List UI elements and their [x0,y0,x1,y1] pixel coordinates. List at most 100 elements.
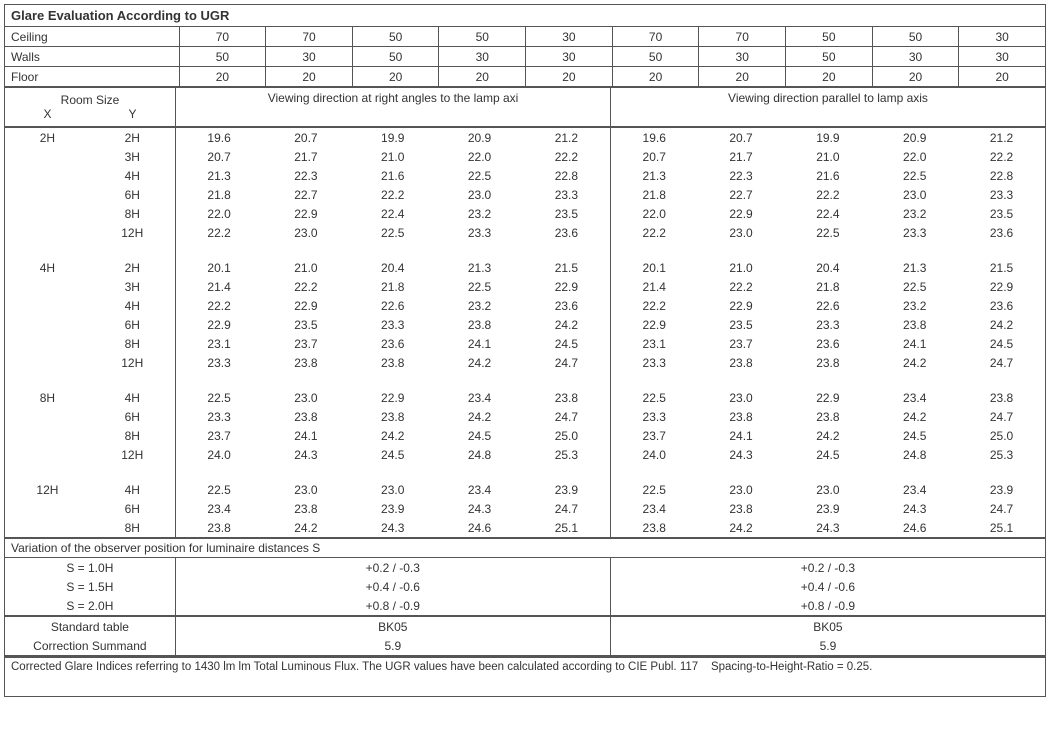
ugr-table: Glare Evaluation According to UGR Ceilin… [4,4,1046,697]
data-cell: 22.5 [175,388,262,407]
data-cell: 24.3 [871,499,958,518]
data-cell: 23.7 [175,426,262,445]
y-cell: 8H [90,334,175,353]
data-cell: 23.8 [349,407,436,426]
y-cell: 2H [90,258,175,277]
header-value: 30 [959,27,1045,47]
data-cell: 23.8 [784,353,871,372]
data-cell: 25.3 [958,445,1045,464]
corr-label: Correction Summand [5,636,175,656]
data-cell: 23.2 [436,204,523,223]
data-cell: 24.3 [349,518,436,538]
data-cell: 24.7 [958,499,1045,518]
data-cell: 22.5 [436,277,523,296]
data-cell: 22.3 [698,166,785,185]
header-value: 20 [526,67,613,88]
data-cell: 21.6 [784,166,871,185]
std-table-left: BK05 [175,617,610,636]
data-cell: 20.7 [262,128,349,147]
data-cell: 24.2 [698,518,785,538]
x-cell [5,315,90,334]
data-cell: 20.7 [610,147,697,166]
data-cell: 24.0 [175,445,262,464]
data-cell: 21.8 [610,185,697,204]
data-cell: 22.7 [698,185,785,204]
data-cell: 23.8 [871,315,958,334]
data-cell: 24.5 [871,426,958,445]
header-value: 30 [959,47,1045,67]
x-cell [5,147,90,166]
data-cell: 20.9 [871,128,958,147]
data-cell: 21.8 [175,185,262,204]
data-cell: 23.3 [871,223,958,242]
data-cell: 23.8 [175,518,262,538]
data-cell: 23.0 [698,388,785,407]
data-cell: 25.0 [523,426,610,445]
x-cell [5,277,90,296]
header-value: 20 [179,67,266,88]
data-cell: 23.4 [871,480,958,499]
data-cell: 23.7 [610,426,697,445]
data-cell: 21.3 [871,258,958,277]
header-value: 50 [179,47,266,67]
header-value: 50 [439,27,526,47]
header-value: 70 [699,27,786,47]
data-cell: 23.6 [349,334,436,353]
var-s: S = 2.0H [5,596,175,616]
footnote: Corrected Glare Indices referring to 143… [5,657,1045,676]
data-cell: 22.9 [958,277,1045,296]
var-right: +0.2 / -0.3 [610,558,1045,577]
data-cell: 24.8 [436,445,523,464]
data-cell: 25.0 [958,426,1045,445]
header-value: 20 [872,67,959,88]
x-cell [5,166,90,185]
data-cell: 23.0 [698,223,785,242]
data-cell: 21.4 [610,277,697,296]
y-cell: 3H [90,147,175,166]
data-cell: 22.8 [523,166,610,185]
data-cell: 25.3 [523,445,610,464]
data-cell: 22.2 [610,223,697,242]
data-cell: 23.7 [262,334,349,353]
y-cell: 6H [90,407,175,426]
variation-title: Variation of the observer position for l… [5,539,1045,558]
data-cell: 22.2 [610,296,697,315]
data-cell: 23.3 [784,315,871,334]
room-size-label: Room Size [5,93,175,107]
data-cell: 23.0 [262,388,349,407]
header-value: 20 [786,67,873,88]
data-cell: 22.2 [958,147,1045,166]
view-left: Viewing direction at right angles to the… [176,88,611,107]
data-cell: 24.5 [958,334,1045,353]
data-cell: 24.2 [958,315,1045,334]
data-cell: 23.8 [262,499,349,518]
var-left: +0.2 / -0.3 [175,558,610,577]
data-cell: 22.0 [175,204,262,223]
y-cell: 8H [90,426,175,445]
data-cell: 21.0 [262,258,349,277]
data-cell: 25.1 [523,518,610,538]
y-cell: 4H [90,388,175,407]
data-cell: 22.9 [610,315,697,334]
x-cell: 2H [5,128,90,147]
room-x: X [5,107,90,121]
data-cell: 24.7 [523,499,610,518]
data-cell: 21.5 [523,258,610,277]
data-cell: 24.2 [436,407,523,426]
y-cell: 8H [90,518,175,538]
x-cell [5,445,90,464]
header-value: 30 [526,27,613,47]
data-cell: 22.9 [349,388,436,407]
data-cell: 24.3 [262,445,349,464]
header-table: Ceiling70705050307070505030Walls50305030… [5,27,1045,88]
header-label: Walls [5,47,179,67]
header-value: 20 [612,67,699,88]
data-cell: 23.8 [958,388,1045,407]
data-cell: 22.5 [436,166,523,185]
data-cell: 23.0 [262,480,349,499]
var-left: +0.8 / -0.9 [175,596,610,616]
data-cell: 23.0 [436,185,523,204]
data-cell: 23.4 [871,388,958,407]
data-cell: 23.3 [175,353,262,372]
data-cell: 22.5 [871,166,958,185]
